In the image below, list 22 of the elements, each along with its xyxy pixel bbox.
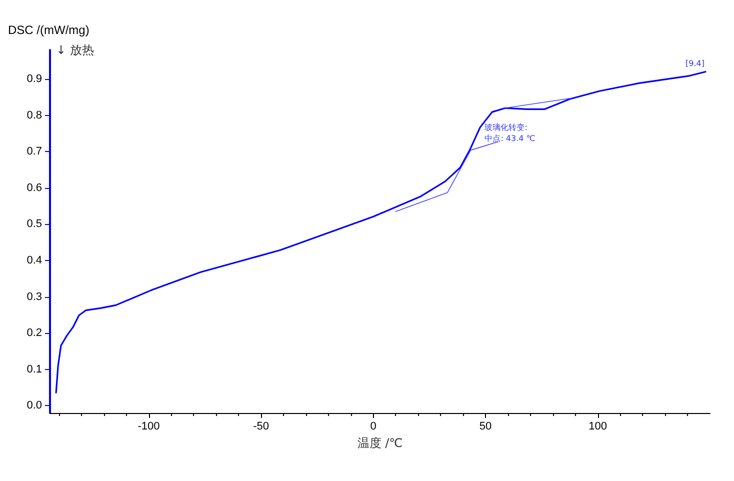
y-tick-label: 0.8: [26, 109, 42, 122]
x-tick-label: -50: [253, 420, 269, 432]
annotation: ↓ 放热: [56, 43, 94, 57]
y-tick-label: 0.1: [26, 363, 42, 376]
y-tick-label: 0.2: [26, 327, 42, 340]
y-tick-label: 0.4: [26, 254, 42, 267]
annotation: [9.4]: [686, 58, 704, 68]
x-tick-label: 100: [588, 420, 607, 432]
y-axis-title: DSC /(mW/mg): [8, 23, 90, 37]
y-tick-label: 0.7: [26, 146, 42, 158]
line-series: [55, 70, 706, 394]
y-tick-label: 0.3: [26, 290, 42, 303]
annotation: 玻璃化转变: 中点: 43.4 ℃: [484, 123, 536, 144]
y-tick-label: 0.0: [26, 400, 42, 412]
y-tick-label: 0.9: [26, 73, 42, 86]
x-axis-title: 温度 /℃: [357, 436, 403, 450]
y-tick-label: 0.6: [26, 182, 42, 194]
y-tick-label: 0.5: [26, 218, 42, 230]
x-tick-label: 0: [370, 420, 376, 432]
x-tick-label: 50: [479, 420, 492, 432]
line-series: [395, 141, 498, 212]
x-tick-label: -100: [138, 420, 160, 432]
